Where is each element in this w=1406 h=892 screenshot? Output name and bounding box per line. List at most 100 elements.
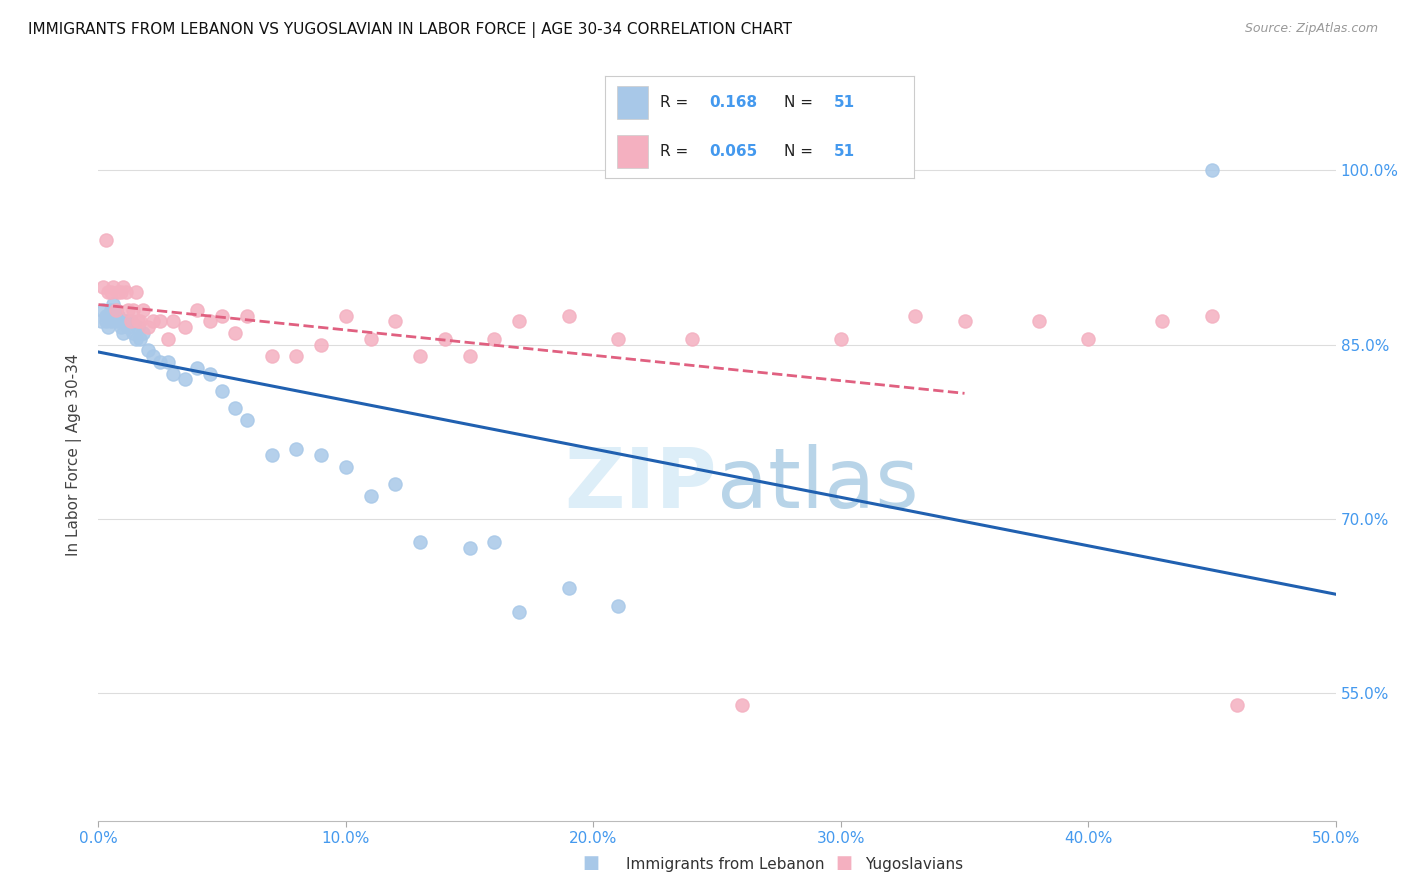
- Point: [129, 332, 152, 346]
- Point: [557, 582, 579, 596]
- Point: [1152, 314, 1174, 328]
- Point: [122, 302, 145, 317]
- Point: [162, 367, 184, 381]
- Point: [224, 401, 246, 416]
- Point: [110, 314, 132, 328]
- Point: [433, 332, 456, 346]
- Point: [198, 367, 221, 381]
- Text: R =: R =: [661, 145, 689, 160]
- Point: [97, 309, 120, 323]
- Point: [112, 279, 135, 293]
- Point: [103, 309, 125, 323]
- Point: [211, 384, 233, 398]
- Point: [107, 309, 129, 323]
- Point: [107, 309, 129, 323]
- Point: [186, 302, 208, 317]
- Point: [132, 326, 155, 340]
- Point: [110, 285, 132, 300]
- Point: [953, 314, 976, 328]
- Point: [1201, 163, 1223, 178]
- Point: [136, 343, 159, 358]
- Point: [94, 233, 117, 247]
- Point: [335, 309, 357, 323]
- Point: [100, 285, 122, 300]
- Point: [557, 309, 579, 323]
- Text: ZIP: ZIP: [565, 443, 717, 524]
- Point: [1077, 332, 1099, 346]
- Point: [409, 349, 432, 363]
- Point: [198, 314, 221, 328]
- Point: [384, 314, 406, 328]
- Text: Immigrants from Lebanon: Immigrants from Lebanon: [626, 857, 824, 872]
- Point: [97, 285, 120, 300]
- Point: [174, 372, 197, 386]
- Text: Yugoslavians: Yugoslavians: [865, 857, 963, 872]
- Point: [112, 314, 135, 328]
- Text: 51: 51: [834, 145, 855, 160]
- Text: atlas: atlas: [717, 443, 918, 524]
- Point: [508, 605, 530, 619]
- Point: [309, 337, 332, 351]
- Point: [97, 320, 120, 334]
- Point: [117, 302, 139, 317]
- Text: 51: 51: [834, 95, 855, 110]
- Point: [120, 314, 142, 328]
- Point: [830, 332, 852, 346]
- Point: [1201, 309, 1223, 323]
- Point: [458, 349, 481, 363]
- Text: N =: N =: [785, 95, 813, 110]
- Point: [904, 309, 927, 323]
- Point: [142, 349, 165, 363]
- Point: [224, 326, 246, 340]
- Point: [129, 314, 152, 328]
- Point: [94, 309, 117, 323]
- Point: [90, 314, 112, 328]
- Point: [156, 332, 179, 346]
- Point: [132, 302, 155, 317]
- Y-axis label: In Labor Force | Age 30-34: In Labor Force | Age 30-34: [66, 353, 83, 557]
- Point: [211, 309, 233, 323]
- Point: [260, 349, 283, 363]
- Point: [508, 314, 530, 328]
- Point: [236, 309, 259, 323]
- Point: [162, 314, 184, 328]
- Point: [260, 448, 283, 462]
- Point: [731, 698, 754, 712]
- Point: [120, 314, 142, 328]
- Point: [360, 332, 382, 346]
- Point: [114, 285, 136, 300]
- Point: [94, 314, 117, 328]
- Text: Source: ZipAtlas.com: Source: ZipAtlas.com: [1244, 22, 1378, 36]
- Point: [104, 302, 127, 317]
- Text: ■: ■: [582, 855, 599, 872]
- Point: [285, 442, 308, 456]
- Point: [103, 279, 125, 293]
- Point: [142, 314, 165, 328]
- Text: R =: R =: [661, 95, 689, 110]
- Point: [107, 285, 129, 300]
- Point: [136, 320, 159, 334]
- Point: [103, 297, 125, 311]
- Point: [149, 355, 172, 369]
- Point: [112, 326, 135, 340]
- Bar: [617, 87, 648, 119]
- Point: [124, 332, 146, 346]
- Point: [127, 320, 149, 334]
- Point: [236, 413, 259, 427]
- Point: [114, 314, 136, 328]
- Text: IMMIGRANTS FROM LEBANON VS YUGOSLAVIAN IN LABOR FORCE | AGE 30-34 CORRELATION CH: IMMIGRANTS FROM LEBANON VS YUGOSLAVIAN I…: [28, 22, 792, 38]
- Text: 0.168: 0.168: [710, 95, 758, 110]
- Point: [360, 489, 382, 503]
- Point: [93, 302, 115, 317]
- Bar: [617, 136, 648, 168]
- Point: [110, 320, 132, 334]
- Point: [100, 314, 122, 328]
- Text: ■: ■: [835, 855, 852, 872]
- Point: [104, 314, 127, 328]
- Point: [186, 360, 208, 375]
- Point: [124, 285, 146, 300]
- Point: [484, 332, 506, 346]
- Point: [149, 314, 172, 328]
- Point: [285, 349, 308, 363]
- Point: [458, 541, 481, 555]
